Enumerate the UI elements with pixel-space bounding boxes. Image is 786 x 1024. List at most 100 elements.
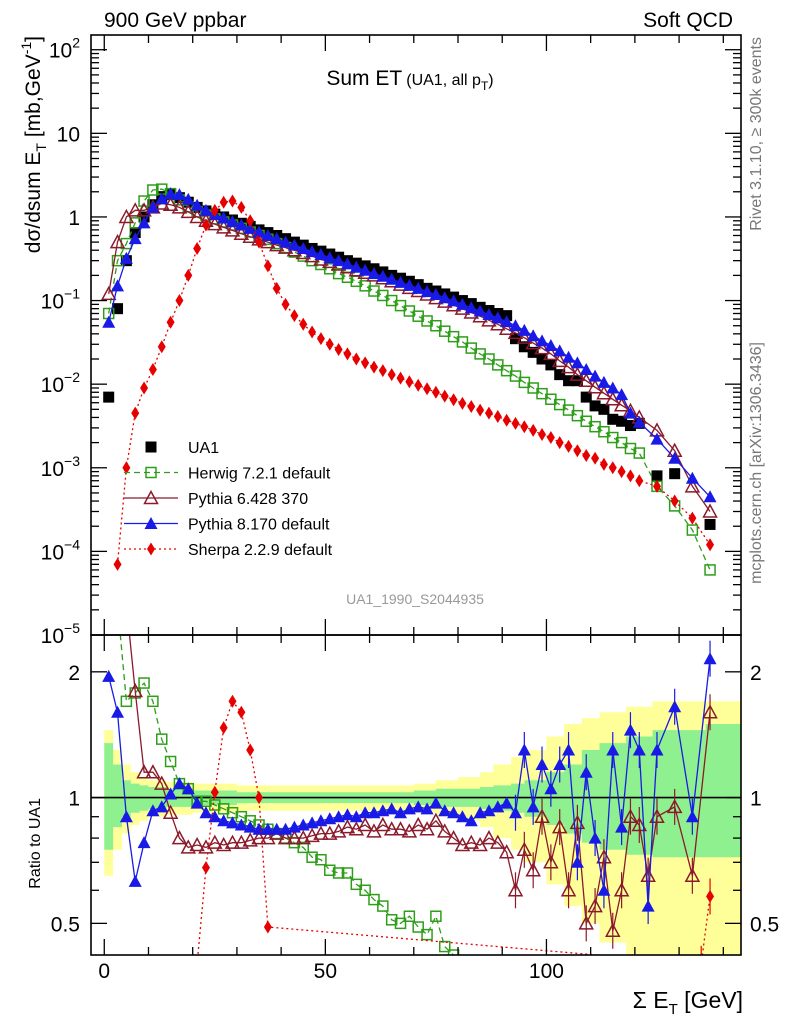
chart-title-sub-index: T bbox=[481, 79, 489, 93]
point-pythia-8-170-default bbox=[491, 311, 505, 324]
ratio-point-pythia-8-170-default bbox=[544, 782, 558, 795]
ratio-point-herwig-7-2-1-default bbox=[332, 867, 345, 879]
point-pythia-8-170-default bbox=[588, 369, 602, 382]
ratio-point-sherpa-2-2-9-default bbox=[228, 694, 237, 708]
point-pythia-8-170-default bbox=[332, 254, 346, 267]
point-ua1 bbox=[580, 391, 592, 403]
ratio-point-pythia-6-428-370 bbox=[454, 836, 471, 852]
y-tick-label-base: 10 bbox=[41, 374, 64, 397]
ratio-point-herwig-7-2-1-default bbox=[315, 853, 327, 866]
point-pythia-6-428-370 bbox=[100, 285, 117, 301]
ratio-point-pythia-6-428-370 bbox=[171, 830, 188, 845]
ratio-point-pythia-6-428-370 bbox=[578, 915, 594, 930]
point-sherpa-2-2-9-default bbox=[476, 403, 485, 417]
ratio-point-pythia-6-428-370 bbox=[145, 764, 161, 779]
ratio-point-pythia-8-170-default bbox=[164, 787, 178, 800]
point-sherpa-2-2-9-default bbox=[440, 389, 449, 403]
point-sherpa-2-2-9-default bbox=[316, 332, 325, 346]
ratio-point-herwig-7-2-1-default bbox=[412, 921, 424, 933]
point-ua1 bbox=[704, 518, 716, 530]
point-pythia-8-170-default bbox=[252, 225, 266, 238]
ratio-point-pythia-6-428-370 bbox=[543, 854, 559, 869]
ratio-point-pythia-6-428-370 bbox=[525, 862, 541, 877]
y-tick-label: 10 bbox=[57, 123, 80, 146]
ratio-point-pythia-8-170-default bbox=[703, 652, 717, 665]
point-ua1 bbox=[536, 353, 548, 365]
point-pythia-8-170-default bbox=[420, 285, 434, 298]
point-pythia-8-170-default bbox=[438, 291, 452, 304]
point-ua1 bbox=[527, 346, 539, 358]
ratio-point-herwig-7-2-1-default bbox=[368, 893, 380, 906]
ratio-point-pythia-6-428-370 bbox=[622, 808, 639, 823]
ratio-point-sherpa-2-2-9-default bbox=[246, 743, 255, 757]
point-sherpa-2-2-9-default bbox=[246, 214, 255, 228]
point-pythia-8-170-default bbox=[128, 232, 142, 245]
ratio-point-pythia-8-170-default bbox=[137, 836, 151, 849]
point-pythia-8-170-default bbox=[535, 334, 549, 347]
ratio-point-pythia-6-428-370 bbox=[560, 882, 577, 897]
point-ua1 bbox=[518, 341, 530, 353]
ratio-point-pythia-8-170-default bbox=[632, 743, 646, 756]
ratio-point-pythia-6-428-370 bbox=[472, 836, 488, 852]
ratio-point-herwig-7-2-1-default bbox=[403, 910, 416, 922]
ratio-point-pythia-6-428-370 bbox=[180, 839, 197, 854]
ratio-panel: 0.5 0.5 1 1 2 2 0 50 100 Ratio to UA1 Σ ET [GeV] bbox=[27, 634, 779, 1018]
ratio-point-pythia-6-428-370 bbox=[357, 816, 373, 832]
ratio-point-pythia-8-170-default bbox=[517, 743, 531, 756]
point-sherpa-2-2-9-default bbox=[414, 378, 423, 392]
ratio-point-pythia-8-170-default bbox=[623, 723, 637, 736]
point-pythia-8-170-default bbox=[270, 232, 284, 245]
point-pythia-6-428-370 bbox=[534, 340, 550, 355]
point-pythia-8-170-default bbox=[579, 362, 593, 375]
point-herwig-7-2-1-default bbox=[509, 370, 522, 382]
legend-marker-pythia-8-170-default bbox=[144, 517, 158, 529]
point-herwig-7-2-1-default bbox=[598, 425, 610, 438]
legend-marker-pythia-6-428-370 bbox=[143, 489, 159, 505]
y-tick-label: 102 bbox=[49, 35, 80, 63]
ratio-point-pythia-8-170-default bbox=[172, 777, 186, 790]
point-pythia-6-428-370 bbox=[490, 316, 506, 331]
y-tick-label-exp: −5 bbox=[64, 620, 80, 636]
point-pythia-6-428-370 bbox=[109, 234, 126, 249]
point-sherpa-2-2-9-default bbox=[281, 297, 290, 311]
ratio-point-pythia-8-170-default bbox=[181, 782, 195, 795]
point-sherpa-2-2-9-default bbox=[387, 368, 396, 382]
ratio-point-pythia-6-428-370 bbox=[295, 830, 312, 845]
point-pythia-6-428-370 bbox=[613, 397, 630, 412]
ratio-point-pythia-8-170-default bbox=[394, 806, 408, 819]
point-pythia-8-170-default bbox=[119, 251, 133, 264]
y-axis-label: dσ/dsum ET [mb,GeV-1] bbox=[18, 36, 49, 253]
point-pythia-8-170-default bbox=[376, 269, 390, 282]
point-ua1 bbox=[607, 413, 619, 425]
point-sherpa-2-2-9-default bbox=[157, 340, 166, 354]
point-herwig-7-2-1-default bbox=[686, 524, 699, 536]
ratio-point-pythia-6-428-370 bbox=[189, 836, 205, 852]
ratio-point-sherpa-2-2-9-default bbox=[697, 957, 705, 970]
ratio-point-sherpa-2-2-9-default bbox=[201, 861, 210, 875]
y-tick-label-exp: 2 bbox=[72, 35, 80, 51]
ratio-point-pythia-8-170-default bbox=[225, 816, 239, 829]
ratio-panel-data bbox=[91, 635, 741, 970]
ratio-point-pythia-8-170-default bbox=[447, 806, 461, 819]
ratio-point-herwig-7-2-1-default bbox=[147, 695, 159, 708]
point-ua1 bbox=[669, 468, 681, 480]
point-sherpa-2-2-9-default bbox=[210, 203, 219, 217]
ratio-point-herwig-7-2-1-default bbox=[138, 677, 150, 689]
point-sherpa-2-2-9-default bbox=[140, 381, 149, 395]
ratio-point-pythia-6-428-370 bbox=[383, 821, 400, 836]
ratio-point-pythia-8-170-default bbox=[650, 743, 664, 756]
ratio-point-pythia-6-428-370 bbox=[534, 808, 550, 823]
ratio-point-pythia-6-428-370 bbox=[445, 830, 462, 845]
ratio-point-pythia-8-170-default bbox=[685, 810, 699, 823]
y-tick-label: 10−5 bbox=[41, 620, 81, 648]
ratio-point-pythia-6-428-370 bbox=[463, 834, 480, 849]
point-pythia-6-428-370 bbox=[189, 208, 205, 224]
ratio-point-herwig-7-2-1-default bbox=[155, 733, 168, 745]
ratio-point-pythia-8-170-default bbox=[606, 743, 620, 756]
ratio-point-pythia-8-170-default bbox=[102, 669, 116, 682]
point-sherpa-2-2-9-default bbox=[219, 195, 228, 209]
point-pythia-8-170-default bbox=[305, 245, 319, 258]
point-sherpa-2-2-9-default bbox=[352, 352, 361, 366]
y-tick-label-base: 1 bbox=[68, 207, 80, 230]
point-sherpa-2-2-9-default bbox=[369, 360, 378, 374]
